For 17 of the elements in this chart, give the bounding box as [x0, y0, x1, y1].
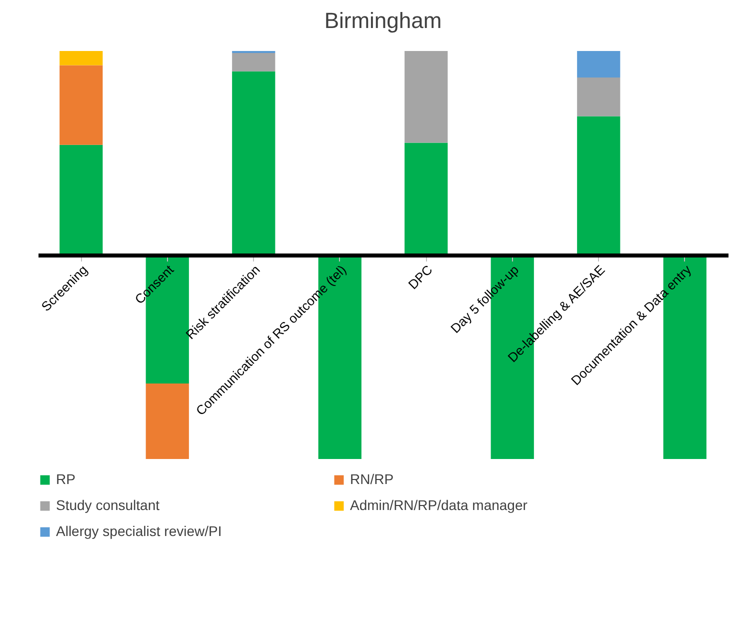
chart-title: Birmingham	[324, 8, 442, 33]
bar	[404, 142, 448, 255]
bar	[60, 144, 103, 255]
bar	[577, 78, 620, 116]
bar	[232, 71, 276, 255]
legend-label: RP	[56, 471, 76, 487]
bar	[577, 51, 620, 78]
bar	[577, 116, 620, 255]
bar	[404, 51, 448, 143]
legend-label: Study consultant	[56, 497, 160, 513]
legend-label: Admin/RN/RP/data manager	[350, 497, 528, 513]
bar	[146, 384, 189, 459]
legend-label: Allergy specialist review/PI	[56, 523, 222, 539]
bar	[232, 53, 276, 72]
bar	[60, 51, 103, 66]
bar	[60, 65, 103, 145]
legend-label: RN/RP	[350, 471, 394, 487]
